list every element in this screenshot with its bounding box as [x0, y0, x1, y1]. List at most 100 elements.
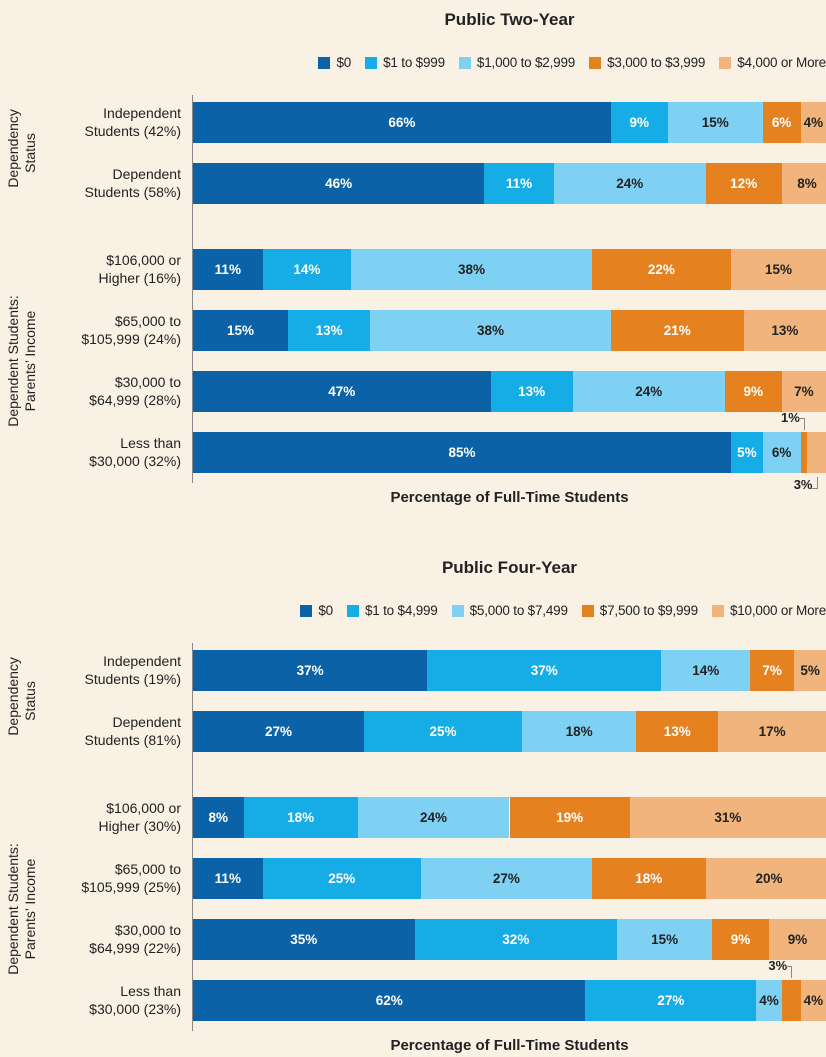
bar-segment: 66% [193, 101, 611, 143]
category-label: Independent Students (19%) [84, 653, 182, 687]
value-label: 13% [518, 383, 546, 399]
legend-swatch [458, 56, 471, 69]
legend-label: $1 to $4,999 [364, 603, 438, 618]
legend-swatch [300, 604, 313, 617]
bar-segment: 46% [193, 162, 485, 204]
bar-segment: 25% [363, 710, 523, 752]
bar-segment: 27% [193, 710, 364, 752]
bar-segment: 8% [781, 162, 826, 204]
value-label: 18% [635, 870, 663, 886]
legend-label: $0 [318, 603, 333, 618]
legend: $0 $1 to $4,999 $5,000 to $7,499 $7,500 to … [300, 603, 826, 618]
bar-segment: 85% [193, 431, 732, 473]
bar-segment: 8% [193, 796, 244, 838]
bar-segment: 7% [750, 649, 795, 691]
group-label: Dependency Status [5, 108, 38, 188]
value-label: 14% [293, 261, 321, 277]
legend-label: $4,000 or More [737, 55, 826, 70]
value-label: 17% [758, 723, 786, 739]
legend-item: $10,000 or More [711, 603, 826, 618]
bar-segment: 38% [351, 248, 592, 290]
value-label: 14% [692, 662, 720, 678]
value-label: 6% [771, 444, 792, 460]
x-axis-label: Percentage of Full-Time Students [390, 488, 629, 506]
bar-segment: 13% [490, 370, 573, 412]
value-label: 20% [755, 870, 783, 886]
bar-segment: 4% [756, 979, 782, 1021]
value-label: 15% [765, 261, 793, 277]
legend-swatch [346, 604, 359, 617]
bar-segment: 7% [781, 370, 826, 412]
category-label: $106,000 or Higher (30%) [98, 800, 181, 834]
legend-swatch [589, 56, 602, 69]
value-label: 11% [214, 261, 241, 277]
value-label: 8% [208, 809, 229, 825]
bar-segment: 9% [769, 918, 826, 960]
bar-segment [781, 979, 801, 1021]
legend-item: $0 [300, 603, 333, 618]
legend-item: $4,000 or More [719, 55, 826, 70]
bar-segment: 14% [661, 649, 751, 691]
value-label: 27% [492, 870, 520, 886]
bar-segment: 9% [610, 101, 668, 143]
bar-segment: 19% [509, 796, 630, 838]
bar-segment: 27% [420, 857, 592, 899]
bar-segment: 20% [705, 857, 826, 899]
value-label: 5% [800, 662, 820, 678]
legend-label: $1 to $999 [383, 55, 445, 70]
category-label: Dependent Students (58%) [84, 166, 182, 200]
value-label: 24% [420, 809, 448, 825]
bar-segment: 25% [262, 857, 421, 899]
value-label: 46% [325, 175, 353, 191]
leader-line [785, 965, 793, 978]
bar-segment: 62% [193, 979, 586, 1021]
group-label: Dependency Status [5, 656, 38, 736]
value-label: 62% [375, 992, 403, 1008]
bar-segment: 11% [193, 857, 263, 899]
bar-segment: 6% [762, 431, 801, 473]
value-label: 4% [803, 114, 824, 130]
bar-segment: 13% [636, 710, 719, 752]
legend-label: $3,000 to $3,999 [607, 55, 706, 70]
bar-segment: 18% [591, 857, 706, 899]
legend-label: $1,000 to $2,999 [476, 55, 576, 70]
bar-segment: 12% [705, 162, 782, 204]
legend-label: $7,500 to $9,999 [599, 603, 698, 618]
value-label: 15% [226, 322, 254, 338]
value-label: 15% [651, 931, 679, 947]
legend-label: $5,000 to $7,499 [469, 603, 568, 618]
bar-segment: 35% [193, 918, 415, 960]
bar-segment: 13% [743, 309, 826, 351]
bar-segment: 32% [414, 918, 618, 960]
value-label: 4% [803, 992, 824, 1008]
bar-segment: 9% [724, 370, 782, 412]
value-label: 4% [759, 992, 779, 1008]
value-label: 13% [315, 322, 343, 338]
value-label: 47% [328, 383, 356, 399]
bar-segment: 15% [617, 918, 713, 960]
category-label: $65,000 to $105,999 (24%) [81, 313, 181, 347]
x-axis-label: Percentage of Full-Time Students [390, 1036, 629, 1054]
value-label: 21% [663, 322, 691, 338]
bar-segment: 11% [193, 248, 263, 290]
value-label: 18% [565, 723, 593, 739]
bar-segment: 6% [762, 101, 801, 143]
value-label: 32% [502, 931, 530, 947]
bar-segment: 27% [585, 979, 757, 1021]
legend-item: $1 to $999 [365, 55, 445, 70]
value-label: 13% [663, 723, 691, 739]
value-label: 9% [787, 931, 808, 947]
value-label: 38% [458, 261, 486, 277]
y-axis-line [192, 642, 193, 1031]
value-label: 6% [771, 114, 792, 130]
value-label: 37% [296, 662, 324, 678]
value-label: 9% [743, 383, 763, 399]
group-label: Dependent Students: Parents’ Income [5, 294, 38, 427]
legend-swatch [365, 56, 378, 69]
bar-segment: 15% [731, 248, 826, 290]
category-label: Independent Students (42%) [84, 105, 182, 139]
bar-segment: 24% [572, 370, 725, 412]
category-label: $65,000 to $105,999 (25%) [81, 861, 181, 895]
bar-segment: 17% [718, 710, 826, 752]
